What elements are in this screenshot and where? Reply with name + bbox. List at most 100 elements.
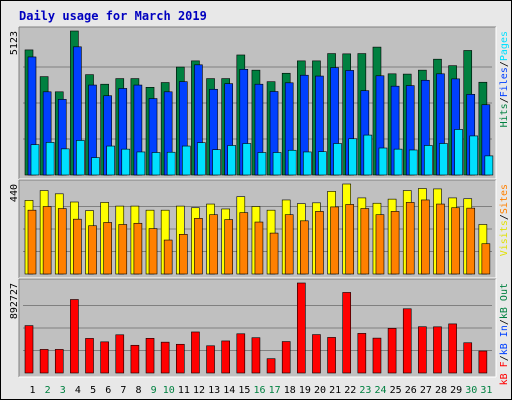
bar-pages-day-17	[272, 152, 282, 176]
bar-sites-day-30	[466, 207, 476, 275]
panel-visits-max-label: 440	[9, 184, 20, 202]
bar-kb-f-day-13	[206, 345, 215, 374]
bar-pages-day-19	[303, 151, 312, 176]
bar-sites-day-5	[88, 225, 97, 275]
bar-pages-day-12	[197, 142, 206, 176]
bar-kb-f-day-15	[236, 333, 246, 374]
panel-kbytes-max-label: 892727	[9, 283, 20, 319]
bar-pages-day-25	[393, 148, 403, 176]
bar-sites-day-3	[57, 208, 67, 275]
x-tick-label-day-29: 29	[450, 385, 462, 396]
x-tick-label-day-27: 27	[420, 385, 432, 396]
legend-entry: /	[499, 214, 510, 220]
x-tick-label-day-17: 17	[269, 385, 281, 396]
bar-sites-day-21	[330, 206, 339, 275]
bar-sites-day-2	[42, 206, 52, 275]
bar-kb-f-day-10	[160, 341, 170, 374]
bar-pages-day-31	[484, 155, 494, 176]
bar-pages-day-4	[76, 140, 85, 176]
panel-visits-legend: Visits/Sites	[499, 184, 510, 256]
x-tick-label-day-13: 13	[208, 385, 220, 396]
panel-hits-legend: Hits/Files/Pages	[499, 31, 510, 127]
bar-pages-day-26	[408, 149, 418, 176]
bar-sites-day-10	[163, 239, 173, 275]
bar-sites-day-1	[27, 209, 37, 275]
bar-pages-day-3	[60, 148, 70, 176]
x-tick-label-day-16: 16	[253, 385, 265, 396]
bar-pages-day-10	[166, 151, 176, 176]
bar-kb-f-day-17	[266, 358, 276, 374]
bar-kb-f-day-6	[100, 341, 109, 374]
bar-sites-day-24	[375, 214, 385, 275]
x-tick-label-day-1: 1	[30, 385, 36, 396]
x-tick-label-day-11: 11	[178, 385, 190, 396]
bar-sites-day-9	[148, 228, 158, 275]
x-tick-label-day-28: 28	[435, 385, 447, 396]
bar-pages-day-27	[424, 145, 433, 176]
bar-pages-day-28	[439, 143, 448, 176]
bar-kb-f-day-24	[372, 337, 382, 374]
x-tick-label-day-25: 25	[390, 385, 402, 396]
bar-sites-day-25	[390, 211, 400, 275]
bar-sites-day-4	[73, 218, 82, 275]
x-tick-label-day-30: 30	[465, 385, 477, 396]
bar-pages-day-24	[378, 147, 388, 176]
bar-sites-day-31	[481, 243, 491, 275]
x-tick-label-day-3: 3	[60, 385, 66, 396]
x-tick-label-day-18: 18	[284, 385, 296, 396]
bar-kb-f-day-3	[54, 349, 64, 374]
x-tick-label-day-14: 14	[223, 385, 235, 396]
bar-kb-f-day-2	[39, 349, 49, 374]
bar-kb-f-day-21	[327, 337, 336, 374]
bar-pages-day-14	[227, 145, 236, 176]
bar-pages-day-20	[318, 151, 327, 176]
bar-kb-f-day-28	[433, 326, 442, 374]
bar-kb-f-day-31	[478, 350, 488, 374]
bar-pages-day-13	[212, 149, 221, 176]
bar-sites-day-29	[451, 207, 460, 275]
bar-kb-f-day-26	[402, 308, 412, 374]
bar-pages-day-11	[181, 145, 191, 176]
legend-entry: /	[499, 61, 510, 67]
bar-kb-f-day-12	[191, 331, 200, 374]
bar-sites-day-7	[118, 224, 128, 275]
bar-kb-f-day-8	[130, 344, 140, 374]
bar-kb-f-day-7	[115, 334, 125, 374]
x-tick-label-day-20: 20	[314, 385, 326, 396]
bar-sites-day-14	[224, 219, 233, 275]
x-tick-label-day-15: 15	[238, 385, 250, 396]
bar-sites-day-16	[254, 221, 264, 275]
x-tick-label-day-23: 23	[359, 385, 371, 396]
legend-entry: /	[499, 355, 510, 361]
x-tick-label-day-31: 31	[480, 385, 492, 396]
bar-kb-f-day-5	[85, 338, 94, 374]
bar-kb-f-day-16	[251, 337, 261, 374]
bar-kb-f-day-29	[448, 323, 457, 374]
bar-kb-f-day-4	[70, 299, 79, 374]
x-tick-label-day-7: 7	[120, 385, 126, 396]
x-tick-label-day-6: 6	[105, 385, 111, 396]
bar-sites-day-19	[300, 220, 309, 275]
bar-sites-day-11	[178, 234, 188, 275]
bar-pages-day-5	[91, 157, 100, 176]
bar-pages-day-16	[257, 152, 267, 176]
legend-entry: Files	[499, 67, 510, 97]
x-tick-label-day-26: 26	[405, 385, 417, 396]
bar-kb-f-day-27	[418, 326, 427, 374]
legend-entry: Sites	[499, 184, 510, 214]
bar-kb-f-day-14	[221, 340, 230, 374]
x-tick-label-day-10: 10	[163, 385, 175, 396]
bar-sites-day-15	[239, 212, 249, 275]
bar-sites-day-6	[103, 222, 112, 275]
bar-pages-day-23	[363, 134, 373, 176]
bar-pages-day-22	[348, 138, 358, 176]
bar-kb-f-day-18	[281, 341, 291, 374]
bar-sites-day-23	[360, 208, 370, 275]
bar-pages-day-29	[454, 129, 463, 176]
bar-pages-day-21	[333, 143, 342, 176]
x-tick-label-day-8: 8	[135, 385, 141, 396]
x-tick-label-day-5: 5	[90, 385, 96, 396]
legend-entry: Visits	[499, 220, 510, 256]
